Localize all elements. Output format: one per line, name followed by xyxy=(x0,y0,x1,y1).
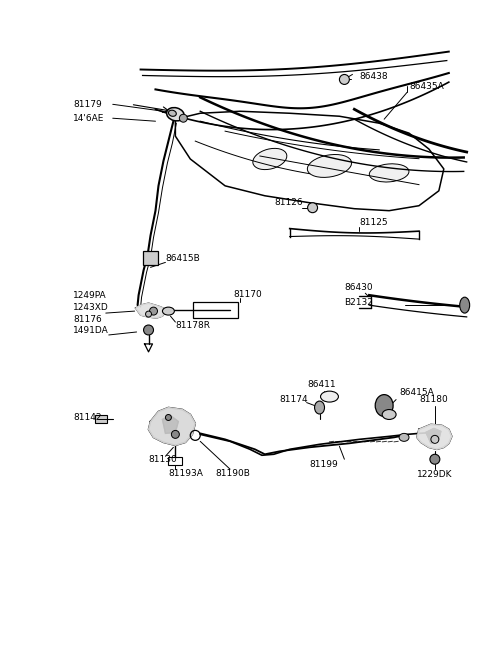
Text: 14'6AE: 14'6AE xyxy=(73,114,104,123)
Circle shape xyxy=(145,311,152,317)
Text: 86430: 86430 xyxy=(344,283,373,292)
Bar xyxy=(193,302,238,318)
Text: 86438: 86438 xyxy=(360,72,388,81)
Ellipse shape xyxy=(167,108,184,121)
Text: 81190B: 81190B xyxy=(215,468,250,478)
Text: 81180: 81180 xyxy=(419,395,448,404)
Ellipse shape xyxy=(168,110,176,116)
Polygon shape xyxy=(148,407,195,445)
Circle shape xyxy=(166,415,171,420)
Polygon shape xyxy=(426,428,441,443)
Circle shape xyxy=(180,114,187,122)
Ellipse shape xyxy=(314,401,324,414)
Ellipse shape xyxy=(369,164,409,182)
Text: 86415A: 86415A xyxy=(399,388,434,397)
Ellipse shape xyxy=(382,409,396,419)
Ellipse shape xyxy=(253,148,287,170)
Text: 81174: 81174 xyxy=(280,395,308,404)
Text: 81170: 81170 xyxy=(233,290,262,299)
Circle shape xyxy=(339,74,349,84)
Text: 81179: 81179 xyxy=(73,100,102,109)
Text: 81130: 81130 xyxy=(148,455,177,464)
Bar xyxy=(143,252,158,265)
Text: 81193A: 81193A xyxy=(168,468,204,478)
Ellipse shape xyxy=(162,307,174,315)
Text: 81176: 81176 xyxy=(73,315,102,323)
Bar xyxy=(95,415,107,424)
Circle shape xyxy=(308,203,318,213)
Ellipse shape xyxy=(321,391,338,402)
Polygon shape xyxy=(162,415,179,434)
Text: 86415B: 86415B xyxy=(166,254,200,263)
Polygon shape xyxy=(136,303,166,318)
Bar xyxy=(168,457,182,465)
Text: 86435A: 86435A xyxy=(409,82,444,91)
Ellipse shape xyxy=(375,395,393,417)
Circle shape xyxy=(144,325,154,335)
Circle shape xyxy=(430,454,440,464)
Ellipse shape xyxy=(399,434,409,442)
Text: 81126: 81126 xyxy=(275,198,303,207)
Text: 81125: 81125 xyxy=(360,218,388,227)
Polygon shape xyxy=(417,424,452,449)
Ellipse shape xyxy=(460,297,469,313)
Text: 1249PA: 1249PA xyxy=(73,290,107,300)
Text: 81199: 81199 xyxy=(310,460,338,468)
Text: 1243XD: 1243XD xyxy=(73,303,109,311)
Ellipse shape xyxy=(307,154,351,177)
Text: 1491DA: 1491DA xyxy=(73,327,109,336)
Circle shape xyxy=(150,307,157,315)
Text: 86411: 86411 xyxy=(308,380,336,389)
Text: 1229DK: 1229DK xyxy=(417,470,453,479)
Text: 81178R: 81178R xyxy=(175,321,210,330)
Text: 81142: 81142 xyxy=(73,413,101,422)
Circle shape xyxy=(171,430,180,438)
Text: B2132: B2132 xyxy=(344,298,373,307)
